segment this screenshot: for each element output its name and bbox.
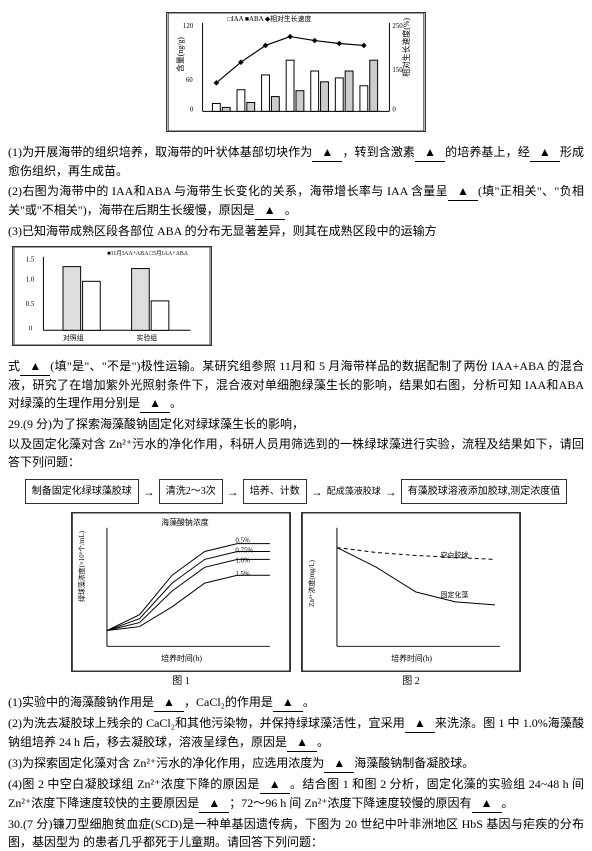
chart3a-caption: 图 1 <box>71 674 291 689</box>
svg-text:1.5: 1.5 <box>26 257 35 264</box>
arrow-icon: → <box>385 483 397 501</box>
svg-text:250: 250 <box>392 23 403 30</box>
chart1-legend: □IAA ■ABA ◆相对生长速度 <box>227 14 311 23</box>
chart3b-caption: 图 2 <box>301 674 521 689</box>
question-29-stem: 29.(9 分)为了探索海藻酸钠固定化对绿球藻生长的影响， <box>8 415 584 433</box>
question-29-2: (2)为洗去凝胶球上残余的 CaCl₂和其他污染物，并保持绿球藻活性，宜采用▲来… <box>8 714 584 752</box>
arrow-icon: → <box>143 483 155 501</box>
chart3a-ylabel: 绿球藻浓度(×10⁶个/mL) <box>77 531 86 602</box>
question-1: (1)为开展海带的组织培养，取海带的叶状体基部切块作为▲，转到含激素▲的培养基上… <box>8 143 584 180</box>
svg-text:120: 120 <box>183 23 194 30</box>
svg-text:空白胶球: 空白胶球 <box>441 550 469 559</box>
question-3b: 式▲(填"是"、"不是")极性运输。某研究组参照 11月和 5 月海带样品的数据… <box>8 357 584 413</box>
question-3a: (3)已知海带成熟区段各部位 ABA 的分布无显著差异，则其在成熟区段中的运输方 <box>8 222 584 240</box>
svg-text:0.75%: 0.75% <box>235 548 253 555</box>
question-29-1: (1)实验中的海藻酸钠作用是▲，CaCl₂的作用是▲。 <box>8 693 584 712</box>
svg-text:0.5%: 0.5% <box>235 538 250 545</box>
flow-box-2: 清洗2～3次 <box>159 479 223 504</box>
chart1: 含量(ng/g) 相对生长速度(%) □IAA ■ABA ◆相对生长速度 060… <box>166 12 426 132</box>
flowchart: 制备固定化绿球藻胶球 → 清洗2～3次 → 培养、计数 → 配成藻液胶球 → 有… <box>8 479 584 504</box>
chart3b-ylabel: Zn²⁺浓度(mg/L) <box>307 560 316 607</box>
question-2: (2)右图为海带中的 IAA和ABA 与海带生长变化的关系，海带增长率与 IAA… <box>8 182 584 220</box>
svg-text:固定化藻: 固定化藻 <box>441 590 469 599</box>
chart3b: 空白胶球 固定化藻 Zn²⁺浓度(mg/L) 培养时间(h) <box>301 512 521 672</box>
flow-box-1: 制备固定化绿球藻胶球 <box>25 479 139 504</box>
svg-text:1.0: 1.0 <box>26 276 35 283</box>
question-29-4: (4)图 2 中空白凝胶球组 Zn²⁺浓度下降的原因是▲。结合图 1 和图 2 … <box>8 775 584 813</box>
question-30: 30.(7 分)镰刀型细胞贫血症(SCD)是一种单基因遗传病，下图为 20 世纪… <box>8 815 584 851</box>
svg-text:1.0%: 1.0% <box>235 557 250 564</box>
svg-text:60: 60 <box>186 77 193 84</box>
dual-charts: 海藻酸钠浓度 0.5% 0.75% 1.0% 1.5% 绿球藻浓度(×10⁶个/mL… <box>8 512 584 689</box>
arrow-icon: → <box>311 483 323 501</box>
chart2-x2: 实验组 <box>137 333 158 342</box>
chart3a: 海藻酸钠浓度 0.5% 0.75% 1.0% 1.5% 绿球藻浓度(×10⁶个/mL… <box>71 512 291 672</box>
question-29-3: (3)为探索固定化藻对含 Zn²⁺污水的净化作用，应选用浓度为▲海藻酸钠制备凝胶… <box>8 754 584 773</box>
chart2-x1: 对照组 <box>63 333 84 342</box>
svg-text:0: 0 <box>190 106 194 113</box>
flow-box-3: 培养、计数 <box>243 479 307 504</box>
chart1-container: 含量(ng/g) 相对生长速度(%) □IAA ■ABA ◆相对生长速度 060… <box>8 8 584 141</box>
chart3a-title: 海藻酸钠浓度 <box>161 517 208 527</box>
chart2-legend: ■11月IAA+ABA □5月IAA+ABA <box>107 250 189 257</box>
chart1-y1-label: 含量(ng/g) <box>175 37 185 72</box>
svg-text:0: 0 <box>29 325 33 332</box>
chart2: 0 0.5 1.0 1.5 对照组 实验组 ■11月IAA+ABA □5月IAA+AB… <box>12 246 212 346</box>
question-29-stem2: 以及固定化藻对含 Zn²⁺污水的净化作用，科研人员用筛选到的一株绿球藻进行实验，… <box>8 435 584 471</box>
chart3b-xlabel: 培养时间(h) <box>391 653 432 663</box>
flow-box-4: 有藻胶球溶液添加胶球,测定浓度值 <box>401 479 568 504</box>
svg-text:150: 150 <box>392 67 403 74</box>
svg-text:0.5: 0.5 <box>26 301 35 308</box>
svg-text:1.5%: 1.5% <box>235 571 250 578</box>
arrow-icon: → <box>227 483 239 501</box>
flow-mid-label: 配成藻液胶球 <box>327 485 381 499</box>
svg-text:0: 0 <box>392 106 396 113</box>
chart3a-xlabel: 培养时间(h) <box>161 653 202 663</box>
